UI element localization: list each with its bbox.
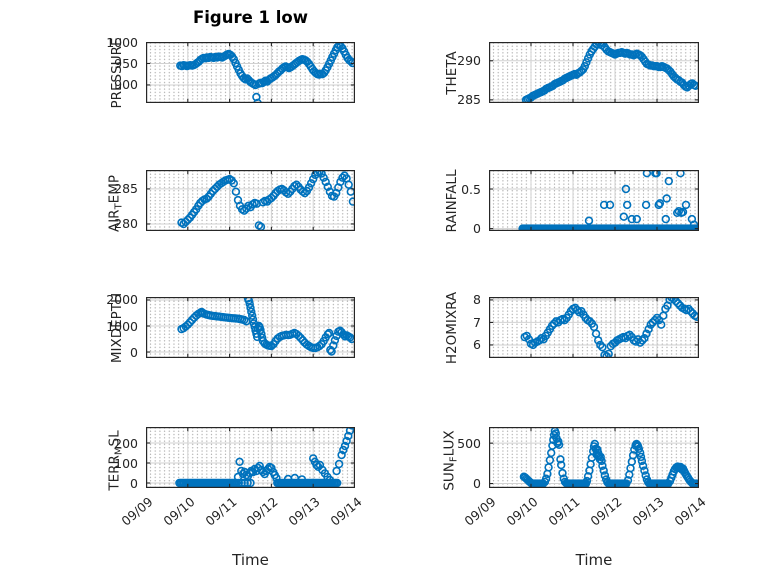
y-axis-label-subscript: M [113,445,125,455]
subplot-mixdepth [146,297,355,358]
figure-title: Figure 1 low [192,8,309,27]
y-axis-label-text: LUX [441,429,458,456]
subplot-rainfall [489,170,699,231]
y-axis-label-text: AIR [106,208,123,232]
y-tick-label: 500 [457,435,481,451]
subplot-air-temp [146,170,355,231]
subplot-h2omixra [489,297,699,358]
plot-area-theta [489,42,699,103]
y-tick-label: 0 [130,344,138,360]
y-axis-label-text: SUN [441,461,458,491]
plot-area-pressure [146,42,355,103]
scatter-points [177,297,355,356]
plot-area-rainfall [489,170,699,231]
y-tick-label: 290 [457,53,481,69]
y-tick-label: 285 [457,92,481,108]
y-axis-label-subscript: F [448,455,460,462]
y-tick-label: 900 [114,77,138,93]
y-axis-label-text: PRESSURE [109,37,125,108]
y-tick-label: 0.5 [461,181,481,197]
y-tick-label: 8 [473,292,481,308]
plot-area-mixdepth [146,297,355,358]
plot-area-terr_msl [146,427,355,488]
y-tick-label: 1000 [106,318,138,334]
y-tick-label: 1000 [106,34,138,50]
scatter-points [177,170,355,231]
y-axis-label-text: MIXDEPTH [109,292,125,363]
scatter-points [176,42,355,103]
y-tick-label: 0 [473,476,481,492]
y-axis-label-subscript: T [113,202,125,209]
scatter-points [519,427,699,488]
y-tick-label: 950 [114,55,138,71]
subplot-theta [489,42,699,103]
y-tick-label: 280 [114,216,138,232]
y-axis-label-text: SL [106,429,123,446]
y-axis-label-text: THETA [444,50,460,95]
plot-area-air_temp [146,170,355,231]
y-tick-label: 2000 [106,292,138,308]
x-axis-title-right: Time [575,551,613,569]
y-tick-label: 7 [473,314,481,330]
y-axis-label-text: RAINFALL [444,169,460,232]
y-axis-label-text: H2OMIXRA [444,291,460,364]
y-tick-label: 200 [114,435,138,451]
scatter-points [518,170,699,231]
x-axis-title-left: Time [232,551,269,569]
y-tick-label: 100 [114,455,138,471]
y-axis-label-text: EMP [106,174,123,203]
y-tick-label: 0 [473,221,481,237]
subplot-pressure [146,42,355,103]
y-tick-label: 0 [130,475,138,491]
y-tick-label: 6 [473,337,481,353]
subplot-sun-flux [489,427,699,488]
scatter-points [520,297,699,358]
subplot-terr-msl [146,427,355,488]
y-axis-label-text: TERR [106,454,123,491]
plot-area-h2omixra [489,297,699,358]
scatter-points [175,427,355,488]
plot-area-sun_flux [489,427,699,488]
scatter-points [521,42,699,103]
y-tick-label: 285 [114,181,138,197]
